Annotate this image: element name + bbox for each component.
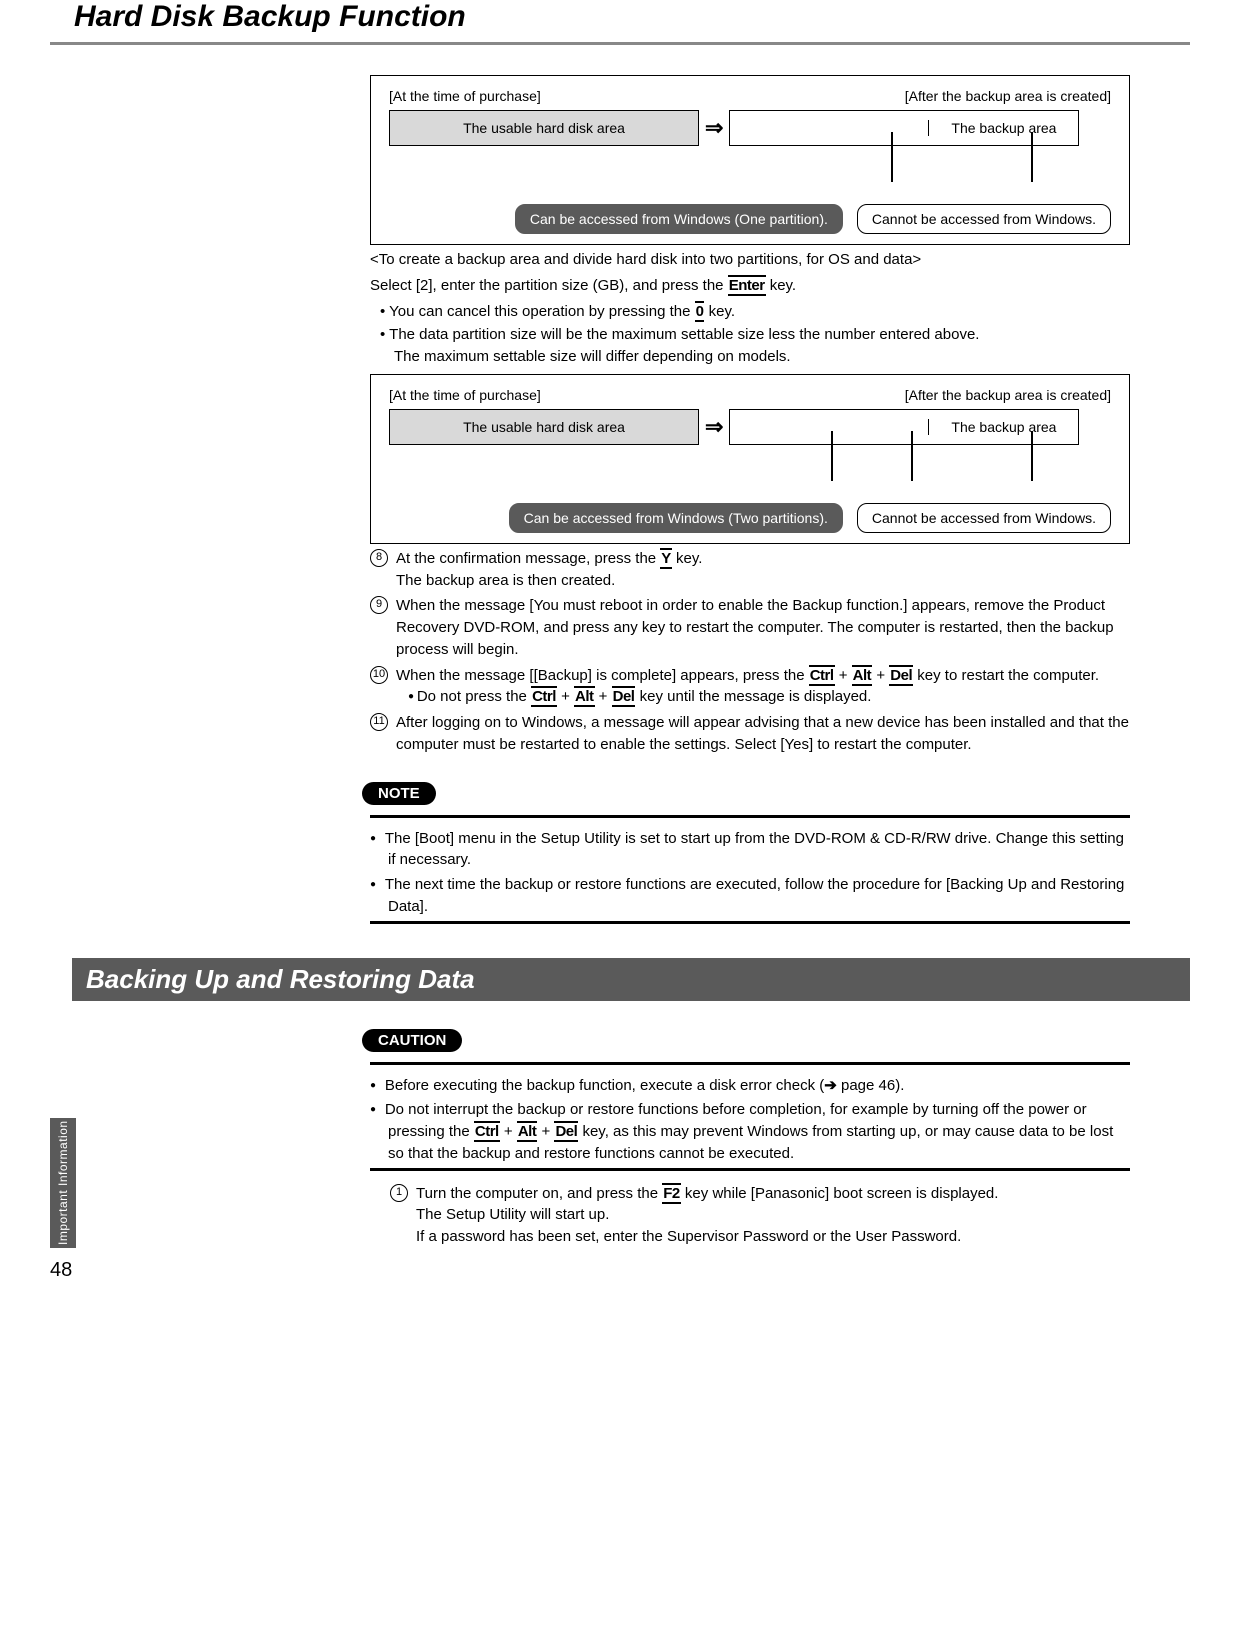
numbered-steps: 8 At the confirmation message, press the…: [370, 548, 1130, 756]
reference-arrow-icon: ➔: [824, 1077, 837, 1094]
backup-steps: 1 Turn the computer on, and press the F2…: [370, 1183, 1130, 1248]
callout-accessible-2: Can be accessed from Windows (Two partit…: [509, 503, 843, 533]
diagram-two-partitions: [At the time of purchase] [After the bac…: [370, 374, 1130, 544]
callout-accessible: Can be accessed from Windows (One partit…: [515, 204, 843, 234]
enter-key: Enter: [728, 275, 766, 296]
diagram2-left-label: [At the time of purchase]: [389, 387, 541, 403]
caution-1: Before executing the backup function, ex…: [388, 1075, 1130, 1097]
partition-notes-list: You can cancel this operation by pressin…: [370, 301, 1130, 368]
note-top-rule: [370, 815, 1130, 818]
page-number: 48: [50, 1259, 72, 1282]
caution-2: Do not interrupt the backup or restore f…: [388, 1099, 1130, 1164]
select-2-instruction: Select [2], enter the partition size (GB…: [370, 275, 1130, 297]
backup-area-bar-2: The backup area: [928, 419, 1078, 435]
side-tab-important-info: Important Information: [50, 1118, 76, 1248]
cancel-note: You can cancel this operation by pressin…: [388, 301, 1130, 323]
diagram-one-partition: [At the time of purchase] [After the bac…: [370, 75, 1130, 245]
del-key: Del: [889, 665, 913, 686]
title-rule: [50, 42, 1190, 45]
main-content-column: [At the time of purchase] [After the bac…: [370, 75, 1130, 924]
callout-not-accessible: Cannot be accessed from Windows.: [857, 204, 1111, 234]
step-9: 9 When the message [You must reboot in o…: [370, 595, 1130, 660]
caution-top-rule: [370, 1062, 1130, 1065]
backup-step-1: 1 Turn the computer on, and press the F2…: [390, 1183, 1130, 1248]
partition-size-note: The data partition size will be the maxi…: [388, 324, 1130, 368]
diagram1-left-label: [At the time of purchase]: [389, 88, 541, 104]
step-11: 11 After logging on to Windows, a messag…: [370, 712, 1130, 756]
usable-area-bar-2: The usable hard disk area: [389, 409, 699, 445]
note-bottom-rule: [370, 921, 1130, 924]
y-key: Y: [660, 548, 672, 569]
caution-list: Before executing the backup function, ex…: [370, 1075, 1130, 1165]
ctrl-key: Ctrl: [809, 665, 835, 686]
step-number-11: 11: [370, 713, 388, 731]
note-badge: NOTE: [362, 782, 436, 805]
diagram2-right-label: [After the backup area is created]: [905, 387, 1111, 403]
arrow-icon: ⇒: [705, 414, 723, 440]
caution-bottom-rule: [370, 1168, 1130, 1171]
f2-key: F2: [662, 1183, 681, 1204]
note-2: The next time the backup or restore func…: [388, 874, 1130, 918]
section-backing-up-heading: Backing Up and Restoring Data: [72, 958, 1190, 1001]
step-8: 8 At the confirmation message, press the…: [370, 548, 1130, 592]
alt-key: Alt: [852, 665, 873, 686]
page-title: Hard Disk Backup Function: [50, 0, 1190, 42]
backup-area-bar: The backup area: [928, 120, 1078, 136]
note-1: The [Boot] menu in the Setup Utility is …: [388, 828, 1130, 872]
step-number-10: 10: [370, 666, 388, 684]
note-list: The [Boot] menu in the Setup Utility is …: [370, 828, 1130, 918]
step-number-8: 8: [370, 549, 388, 567]
create-backup-heading: <To create a backup area and divide hard…: [370, 249, 1130, 271]
callout-not-accessible-2: Cannot be accessed from Windows.: [857, 503, 1111, 533]
step-number-1: 1: [390, 1184, 408, 1202]
zero-key: 0: [695, 301, 705, 322]
step-10: 10 When the message [[Backup] is complet…: [370, 665, 1130, 709]
step-10-warning: Do not press the Ctrl + Alt + Del key un…: [408, 686, 1130, 708]
usable-area-bar: The usable hard disk area: [389, 110, 699, 146]
arrow-icon: ⇒: [705, 115, 723, 141]
step-number-9: 9: [370, 596, 388, 614]
caution-badge: CAUTION: [362, 1029, 462, 1052]
section2-content: CAUTION Before executing the backup func…: [370, 1029, 1130, 1248]
diagram1-right-label: [After the backup area is created]: [905, 88, 1111, 104]
